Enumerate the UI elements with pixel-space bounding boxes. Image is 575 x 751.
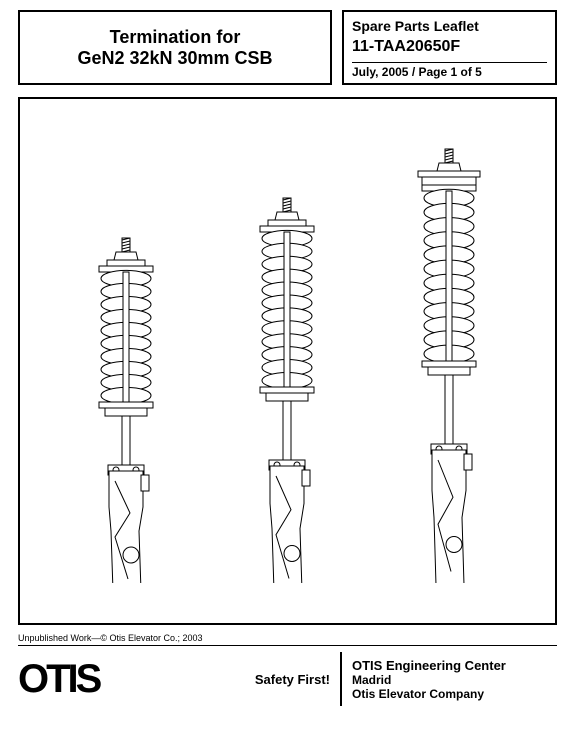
termination-drawing bbox=[242, 196, 332, 583]
termination-icon bbox=[404, 147, 494, 583]
info-divider bbox=[352, 62, 547, 63]
eng-center-company: Otis Elevator Company bbox=[352, 687, 557, 701]
copyright-text: Unpublished Work—© Otis Elevator Co.; 20… bbox=[18, 633, 557, 646]
eng-center-location: Madrid bbox=[352, 673, 557, 687]
header-row: Termination for GeN2 32kN 30mm CSB Spare… bbox=[0, 0, 575, 85]
title-box: Termination for GeN2 32kN 30mm CSB bbox=[18, 10, 332, 85]
engineering-center-block: OTIS Engineering Center Madrid Otis Elev… bbox=[342, 658, 557, 701]
termination-icon bbox=[81, 236, 171, 583]
figure-box bbox=[18, 97, 557, 625]
date-page: July, 2005 / Page 1 of 5 bbox=[352, 65, 547, 79]
part-number: 11-TAA20650F bbox=[352, 38, 547, 56]
safety-first: Safety First! bbox=[99, 672, 340, 687]
title-line1: Termination for bbox=[28, 27, 322, 48]
leaflet-label: Spare Parts Leaflet bbox=[352, 18, 547, 34]
eng-center-name: OTIS Engineering Center bbox=[352, 658, 557, 673]
footer-row: OTIS Safety First! OTIS Engineering Cent… bbox=[18, 646, 557, 706]
title-line2: GeN2 32kN 30mm CSB bbox=[28, 48, 322, 69]
otis-logo: OTIS bbox=[18, 659, 99, 699]
termination-icon bbox=[242, 196, 332, 583]
info-box: Spare Parts Leaflet 11-TAA20650F July, 2… bbox=[342, 10, 557, 85]
termination-drawing bbox=[404, 147, 494, 583]
termination-drawing bbox=[81, 236, 171, 583]
